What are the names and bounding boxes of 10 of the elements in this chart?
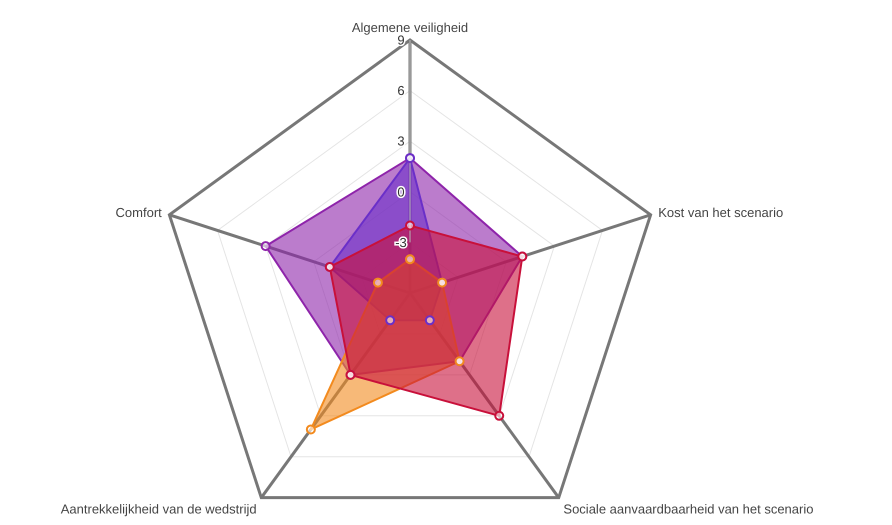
y-tick-label: -3	[395, 234, 407, 250]
spoke-label: Algemene veiligheid	[352, 20, 468, 35]
y-tick-label: 6	[397, 83, 405, 98]
y-tick-label: 3	[397, 134, 405, 149]
spoke-label: Kost van het scenario	[658, 204, 784, 220]
spoke-label: Sociale aanvaardbaarheid van het scenario	[563, 501, 814, 516]
spoke-label: Comfort	[116, 204, 162, 220]
spoke-label: Aantrekkelijkheid van de wedstrijd	[60, 501, 257, 516]
y-tick-label: 0	[397, 184, 405, 200]
y-tick-label: 9	[397, 32, 405, 48]
